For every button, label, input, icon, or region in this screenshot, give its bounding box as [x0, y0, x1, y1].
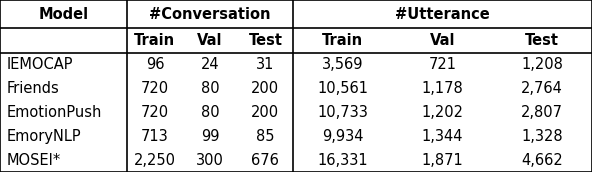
Text: #Conversation: #Conversation — [149, 7, 271, 22]
Text: 16,331: 16,331 — [317, 153, 368, 168]
Text: 80: 80 — [201, 105, 220, 120]
Text: 3,569: 3,569 — [322, 57, 363, 72]
Text: Val: Val — [430, 33, 455, 48]
Text: Test: Test — [525, 33, 559, 48]
Text: 10,733: 10,733 — [317, 105, 368, 120]
Text: 2,250: 2,250 — [134, 153, 176, 168]
Text: #Utterance: #Utterance — [395, 7, 490, 22]
Text: 85: 85 — [256, 129, 275, 144]
Text: Val: Val — [197, 33, 223, 48]
Text: 713: 713 — [141, 129, 169, 144]
Text: 720: 720 — [141, 81, 169, 96]
Text: 24: 24 — [201, 57, 220, 72]
Text: 80: 80 — [201, 81, 220, 96]
Text: 1,208: 1,208 — [521, 57, 563, 72]
Text: IEMOCAP: IEMOCAP — [7, 57, 73, 72]
Text: 720: 720 — [141, 105, 169, 120]
Text: EmotionPush: EmotionPush — [7, 105, 102, 120]
Text: Test: Test — [249, 33, 282, 48]
Text: 1,871: 1,871 — [422, 153, 464, 168]
Text: 10,561: 10,561 — [317, 81, 368, 96]
Text: 96: 96 — [146, 57, 164, 72]
Text: 200: 200 — [252, 105, 279, 120]
Text: 1,178: 1,178 — [422, 81, 464, 96]
Text: 2,764: 2,764 — [521, 81, 563, 96]
Text: Model: Model — [38, 7, 89, 22]
Text: 1,202: 1,202 — [422, 105, 464, 120]
Text: MOSEI*: MOSEI* — [7, 153, 62, 168]
Text: 1,344: 1,344 — [422, 129, 464, 144]
Text: 9,934: 9,934 — [322, 129, 363, 144]
Text: 1,328: 1,328 — [522, 129, 563, 144]
Text: 2,807: 2,807 — [521, 105, 563, 120]
Text: EmoryNLP: EmoryNLP — [7, 129, 82, 144]
Text: 4,662: 4,662 — [522, 153, 563, 168]
Text: 200: 200 — [252, 81, 279, 96]
Text: 300: 300 — [196, 153, 224, 168]
Text: Train: Train — [322, 33, 363, 48]
Text: 99: 99 — [201, 129, 220, 144]
Text: 676: 676 — [252, 153, 279, 168]
Text: Friends: Friends — [7, 81, 60, 96]
Text: 721: 721 — [429, 57, 456, 72]
Text: Train: Train — [134, 33, 175, 48]
Text: 31: 31 — [256, 57, 275, 72]
